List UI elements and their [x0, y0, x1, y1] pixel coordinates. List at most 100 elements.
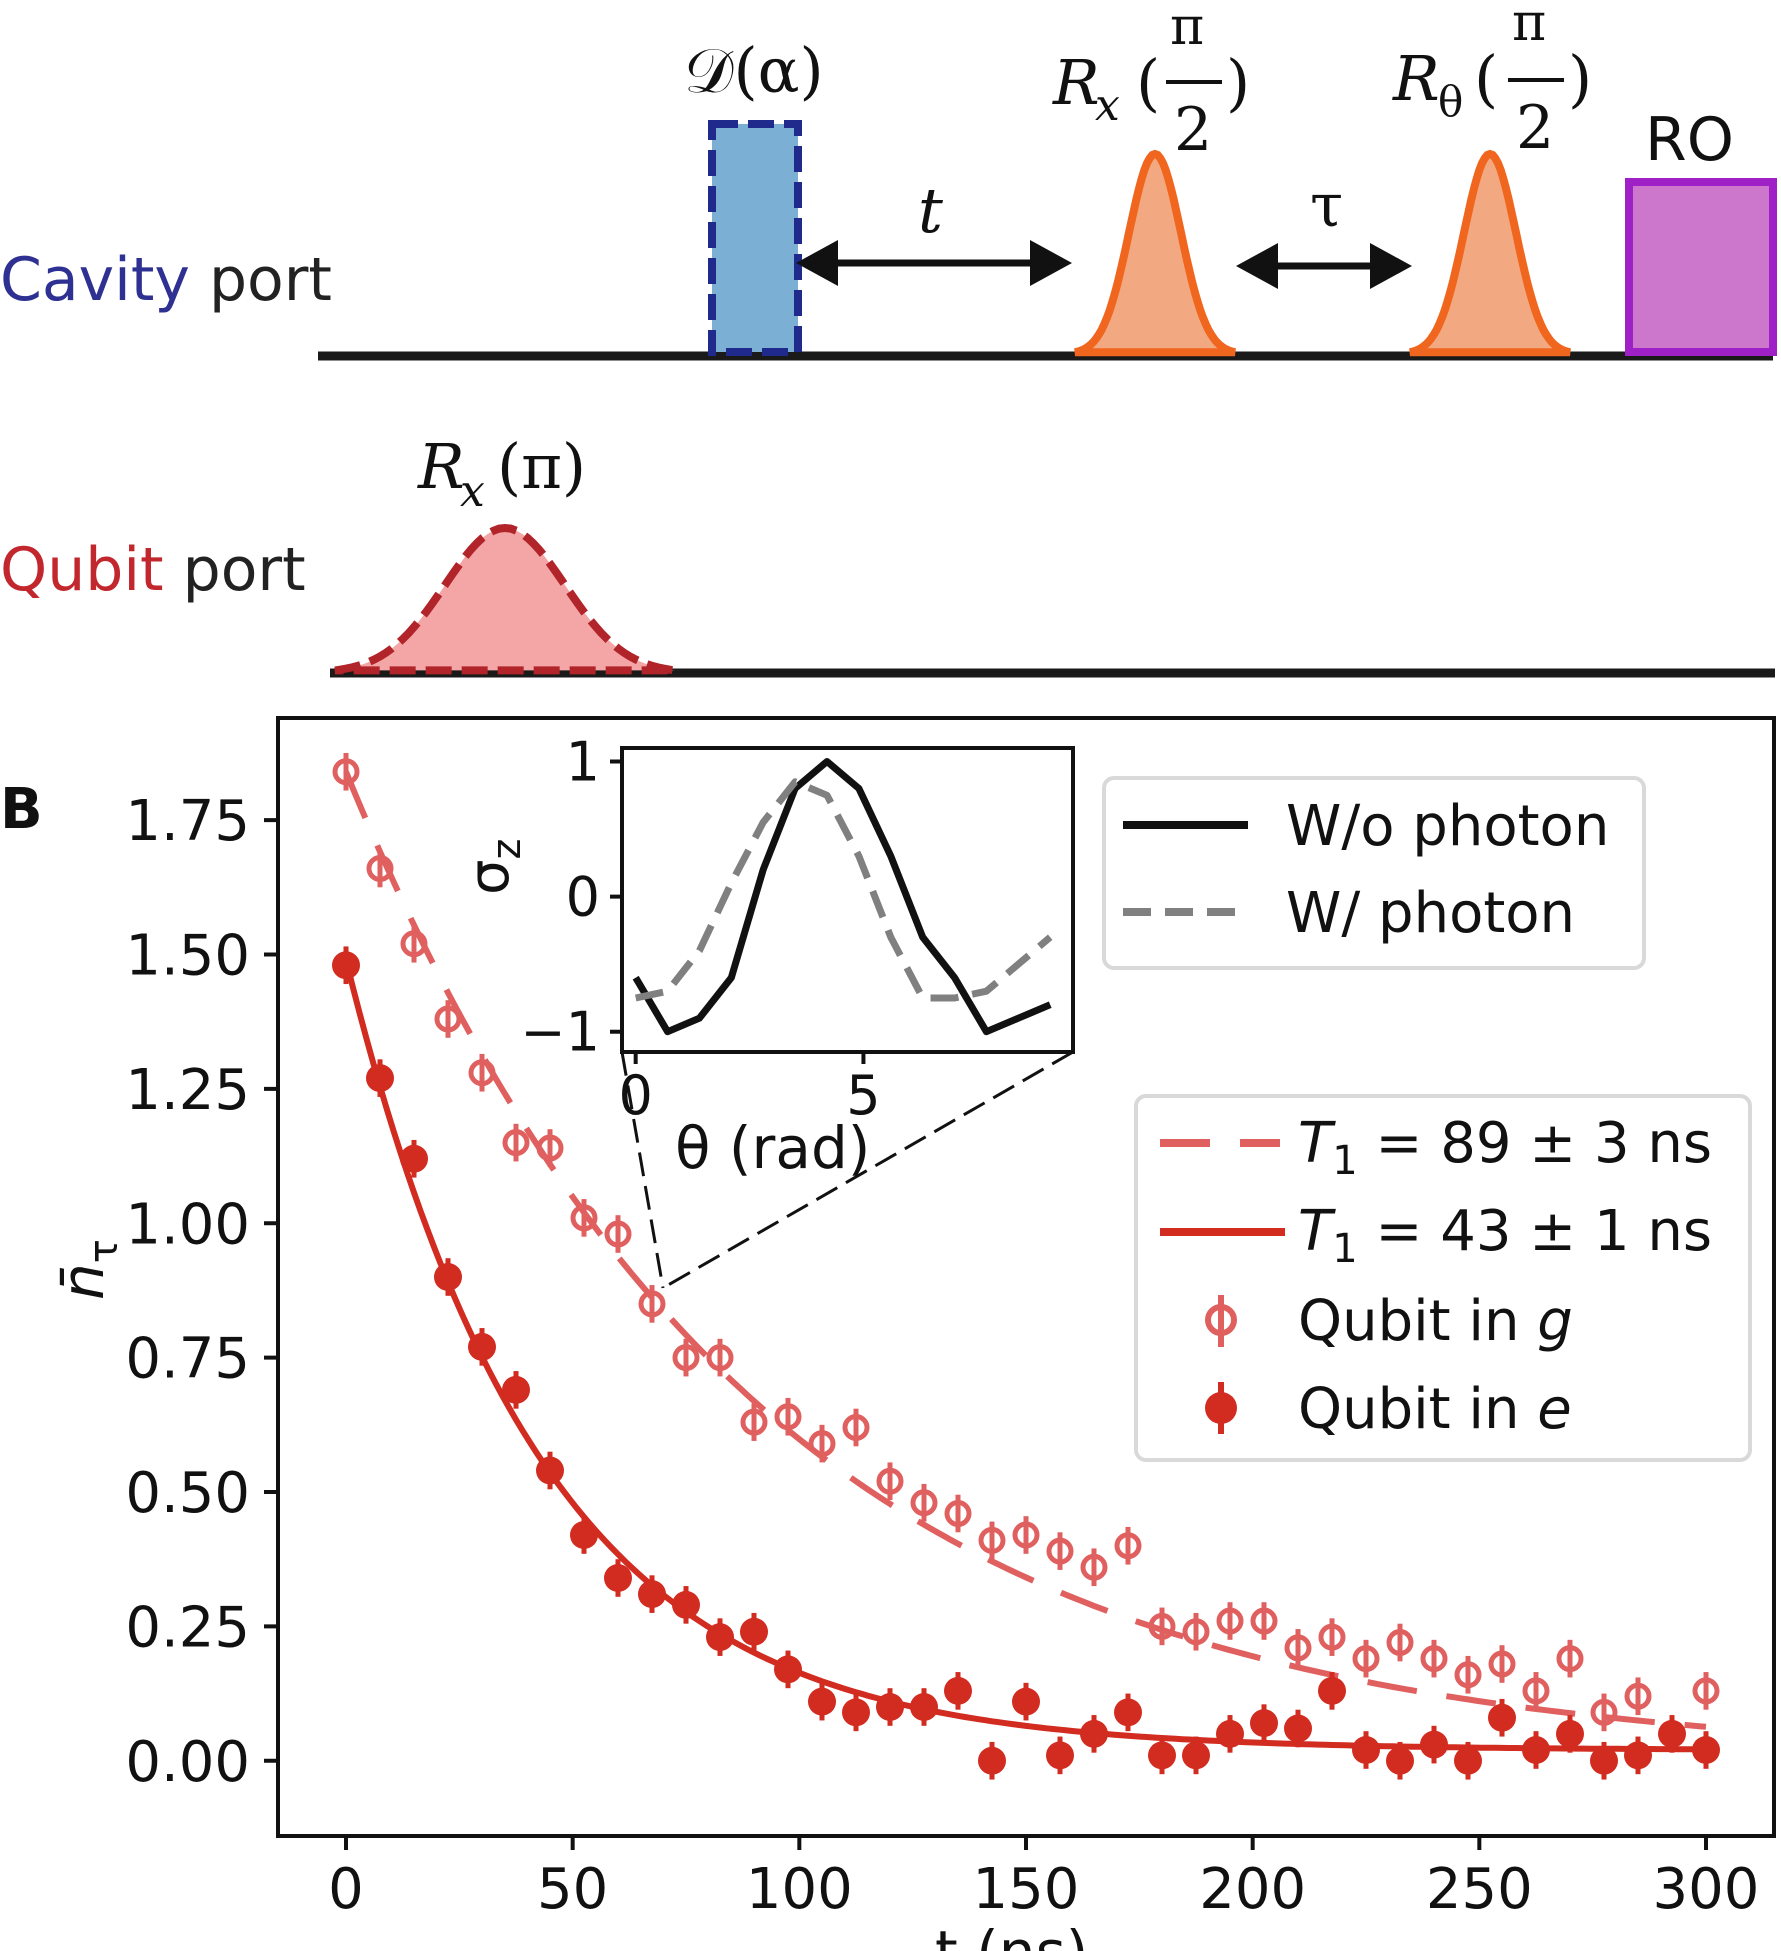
point-e	[1522, 1731, 1550, 1769]
point-g	[808, 1424, 836, 1463]
marker-open	[1454, 1661, 1482, 1689]
main-xlabel: t (ns)	[935, 1918, 1088, 1951]
point-g	[1556, 1639, 1584, 1678]
fit-curve-1	[343, 959, 1707, 1753]
delay-tau-label: τ	[1310, 171, 1343, 241]
marker-open	[604, 1220, 632, 1248]
point-g	[1318, 1618, 1346, 1656]
qubit-pi-sub: x	[460, 466, 485, 517]
point-e	[1488, 1698, 1516, 1737]
marker-open	[366, 855, 394, 882]
marker-filled	[502, 1375, 530, 1404]
point-e	[536, 1451, 564, 1490]
marker-open	[638, 1290, 666, 1318]
marker-open	[1250, 1607, 1278, 1635]
point-e	[1556, 1715, 1584, 1753]
point-g	[978, 1521, 1006, 1560]
pulse-sequence: Cavity port Qubit port 𝒟(α) t R x ( π 2 …	[0, 0, 1777, 678]
marker-open	[1352, 1645, 1380, 1673]
point-e	[1284, 1709, 1312, 1748]
main-ytick-label: 1.75	[125, 789, 250, 854]
marker-open	[1284, 1634, 1312, 1662]
qubit-port-colored: Qubit	[0, 535, 164, 605]
point-e	[910, 1688, 938, 1726]
point-e	[672, 1586, 700, 1624]
legend-label-w-photon: W/ photon	[1286, 881, 1575, 946]
point-e	[502, 1371, 530, 1409]
marker-filled	[1080, 1719, 1108, 1748]
rtheta-half-pulse	[1409, 149, 1571, 357]
point-g	[1420, 1639, 1448, 1678]
displacement-pulse	[708, 120, 802, 356]
marker-filled	[1658, 1719, 1686, 1748]
point-e	[570, 1516, 598, 1554]
rtheta-half-base: R	[1392, 42, 1440, 115]
marker-open	[1386, 1629, 1414, 1656]
marker-filled	[842, 1698, 870, 1727]
point-e	[434, 1258, 462, 1296]
marker-filled	[1420, 1730, 1448, 1759]
marker-filled	[1590, 1746, 1618, 1775]
marker-filled	[774, 1655, 802, 1684]
legend-fit-e-sub: 1	[1332, 1226, 1357, 1272]
marker-open	[740, 1408, 768, 1436]
point-e	[1318, 1672, 1346, 1710]
rx-half-num: π	[1170, 0, 1204, 57]
main-ylabel-base: n̄	[49, 1263, 117, 1300]
point-g	[434, 1000, 462, 1038]
point-g	[1148, 1607, 1176, 1646]
marker-filled	[944, 1676, 972, 1705]
legend-fit-e-rest: = 43 ± 1 ns	[1358, 1199, 1712, 1264]
main-ytick-label: 1.25	[125, 1058, 250, 1123]
marker-filled	[1182, 1741, 1210, 1770]
marker-filled	[672, 1590, 700, 1619]
legend-label-wo-photon: W/o photon	[1286, 794, 1609, 859]
main-xtick-label: 200	[1199, 1857, 1306, 1922]
marker-filled	[536, 1456, 564, 1485]
rtheta-half-label: R θ ( π 2 )	[1392, 0, 1592, 163]
marker-filled	[604, 1564, 632, 1592]
point-e	[604, 1559, 632, 1597]
marker-filled	[638, 1580, 666, 1609]
main-xtick-label: 150	[973, 1857, 1080, 1922]
marker-open	[1624, 1682, 1652, 1710]
point-e	[1692, 1731, 1720, 1769]
point-g	[842, 1408, 870, 1447]
marker-open	[1522, 1677, 1550, 1705]
cavity-port-colored: Cavity	[0, 245, 190, 315]
rx-half-base: R	[1052, 46, 1100, 119]
qubit-pi-base: R	[417, 430, 465, 503]
point-e	[1114, 1693, 1142, 1732]
rx-half-pulse	[1074, 149, 1236, 357]
point-g	[1080, 1548, 1108, 1587]
point-e	[1352, 1731, 1380, 1769]
qubit-pi-arg: (π)	[497, 430, 586, 503]
readout-pulse	[1625, 178, 1777, 356]
rtheta-half-den: 2	[1516, 93, 1554, 163]
legend-label-g-text: Qubit in	[1298, 1289, 1537, 1354]
point-g	[1352, 1639, 1380, 1678]
marker-filled	[808, 1687, 836, 1716]
fit-curve-0	[343, 770, 1707, 1730]
main-ytick-label: 0.50	[125, 1461, 250, 1526]
point-e	[1386, 1741, 1414, 1780]
point-g	[1624, 1677, 1652, 1716]
main-fit-curves	[343, 770, 1707, 1753]
point-g	[1284, 1629, 1312, 1667]
point-g	[1522, 1672, 1550, 1710]
marker-filled	[1114, 1698, 1142, 1727]
point-e	[1216, 1715, 1244, 1753]
inset-legend: W/o photon W/ photon	[1102, 776, 1646, 970]
point-e	[808, 1682, 836, 1721]
point-e	[740, 1612, 768, 1651]
legend-label-g-italic: g	[1537, 1289, 1573, 1354]
marker-filled	[910, 1693, 938, 1721]
point-g	[332, 752, 360, 791]
legend-fit-g-sub: 1	[1332, 1138, 1357, 1184]
main-ytick-label: 1.00	[125, 1192, 250, 1257]
point-g	[1590, 1693, 1618, 1732]
main-xtick-label: 50	[537, 1857, 608, 1922]
point-e	[706, 1618, 734, 1656]
legend-label-g: Qubit in g	[1298, 1289, 1573, 1354]
point-g	[400, 924, 428, 963]
